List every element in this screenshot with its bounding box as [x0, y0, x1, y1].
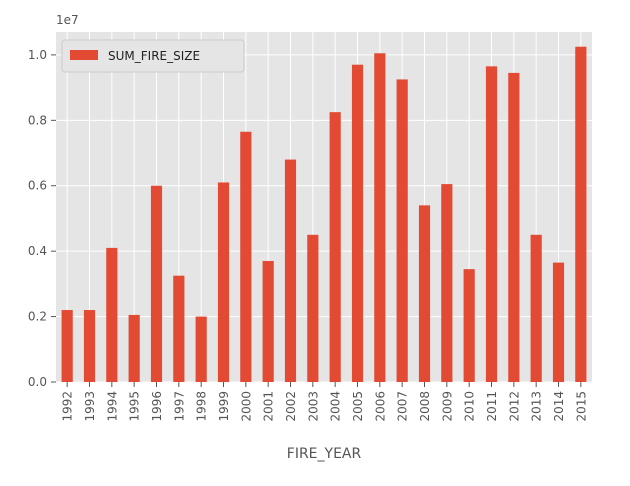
bar-2012	[508, 72, 520, 382]
bar-2000	[240, 131, 252, 382]
plot-area	[56, 32, 592, 382]
x-tick-label: 1993	[83, 391, 97, 422]
bar-2009	[441, 184, 453, 382]
bar-1995	[128, 314, 140, 382]
x-tick-label: 1995	[128, 391, 142, 422]
bar-2003	[307, 234, 319, 382]
bar-1992	[61, 310, 73, 382]
x-tick-label: 2010	[463, 391, 477, 422]
x-tick-label: 2005	[351, 391, 365, 422]
y-tick-label: 0.8	[28, 113, 47, 127]
y-axis: 0.0 0.2 0.4 0.6 0.8 1.0	[28, 48, 56, 389]
y-axis-offset-label: 1e7	[56, 13, 79, 27]
bar-2007	[396, 79, 408, 383]
bars-group	[61, 46, 587, 383]
bar-2011	[485, 66, 498, 382]
y-tick-label: 0.2	[28, 310, 47, 324]
bar-2006	[374, 53, 386, 382]
y-tick-label: 0.4	[28, 244, 47, 258]
x-tick-label: 2007	[396, 391, 410, 422]
x-axis: 1992 1993 1994 1995 1996 1997 1998 1999 2000 2001…	[61, 382, 588, 422]
bar-1994	[106, 247, 118, 382]
x-tick-label: 1992	[61, 391, 75, 422]
bar-2013	[530, 234, 542, 382]
x-tick-label: 2011	[485, 391, 499, 422]
bar-2001	[262, 260, 274, 382]
bar-2014	[552, 262, 565, 382]
y-tick-label: 0.0	[28, 375, 47, 389]
x-tick-label: 2006	[373, 391, 387, 422]
x-tick-label: 1999	[217, 391, 231, 422]
x-tick-label: 2008	[418, 391, 432, 422]
bar-1999	[217, 182, 230, 382]
x-tick-label: 2003	[306, 391, 320, 422]
bar-2015	[575, 46, 587, 382]
bar-2004	[329, 112, 341, 382]
x-tick-label: 1994	[105, 391, 119, 422]
x-tick-label: 2012	[507, 391, 521, 422]
bar-1997	[173, 275, 185, 382]
legend-box	[61, 39, 245, 73]
x-tick-label: 1996	[150, 391, 164, 422]
x-tick-label: 2001	[262, 391, 276, 422]
legend-label: SUM_FIRE_SIZE	[108, 49, 200, 63]
x-tick-label: 2015	[574, 391, 588, 422]
legend-swatch	[70, 50, 98, 60]
x-tick-label: 2013	[530, 391, 544, 422]
x-tick-label: 2000	[239, 391, 253, 422]
x-tick-label: 2004	[329, 391, 343, 422]
y-tick-label: 1.0	[28, 48, 47, 62]
bar-2005	[351, 64, 364, 383]
x-tick-label: 2002	[284, 391, 298, 422]
legend: SUM_FIRE_SIZE	[61, 39, 245, 73]
x-tick-label: 2009	[440, 391, 454, 422]
bar-1998	[195, 316, 207, 382]
bar-2002	[284, 159, 297, 382]
x-tick-label: 1997	[172, 391, 186, 422]
bar-2008	[418, 205, 431, 382]
bar-1993	[83, 310, 96, 382]
y-tick-label: 0.6	[28, 179, 47, 193]
bar-2010	[463, 269, 475, 382]
x-tick-label: 2014	[552, 391, 566, 422]
bar-1996	[150, 185, 163, 382]
x-axis-label: FIRE_YEAR	[287, 446, 362, 462]
x-tick-label: 1998	[195, 391, 209, 422]
